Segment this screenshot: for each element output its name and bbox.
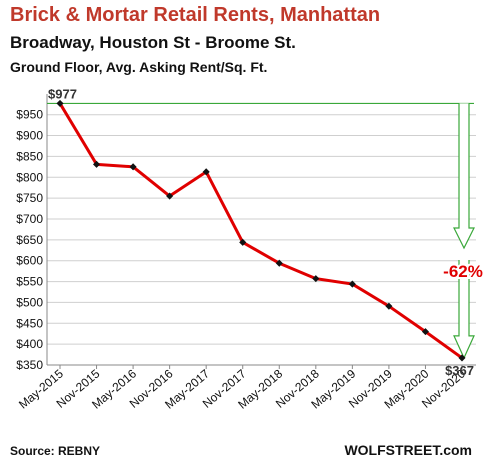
y-tick-label: $600 (16, 254, 43, 268)
y-tick-label: $950 (16, 108, 43, 122)
data-point (458, 354, 466, 362)
start-value-label: $977 (48, 86, 77, 101)
data-point (385, 302, 393, 310)
y-tick-label: $350 (16, 358, 43, 372)
chart-subtitle-units: Ground Floor, Avg. Asking Rent/Sq. Ft. (10, 59, 268, 75)
y-tick-label: $800 (16, 170, 43, 184)
y-tick-label: $900 (16, 129, 43, 143)
end-value-label: $367 (445, 363, 474, 378)
brand-label: WOLFSTREET.com (344, 442, 472, 458)
y-tick-label: $750 (16, 191, 43, 205)
data-point (312, 275, 320, 283)
data-point (129, 163, 137, 171)
upper-arrow-shape (453, 103, 475, 250)
data-point (166, 192, 174, 200)
y-tick-label: $450 (16, 316, 43, 330)
data-point (239, 238, 247, 246)
source-note: Source: REBNY (10, 444, 101, 458)
data-point (348, 280, 356, 288)
percent-change-label: -62% (443, 262, 483, 281)
y-tick-label: $650 (16, 233, 43, 247)
data-point (202, 168, 210, 176)
rent-series-line (58, 102, 463, 360)
data-point (421, 328, 429, 336)
y-tick-label: $500 (16, 295, 43, 309)
y-tick-label: $700 (16, 212, 43, 226)
chart-subtitle: Broadway, Houston St - Broome St. (10, 33, 296, 52)
y-tick-label: $550 (16, 275, 43, 289)
data-point (93, 160, 101, 168)
y-tick-label: $400 (16, 337, 43, 351)
y-tick-label: $850 (16, 149, 43, 163)
chart-title: Brick & Mortar Retail Rents, Manhattan (10, 4, 381, 26)
data-point (275, 259, 283, 267)
